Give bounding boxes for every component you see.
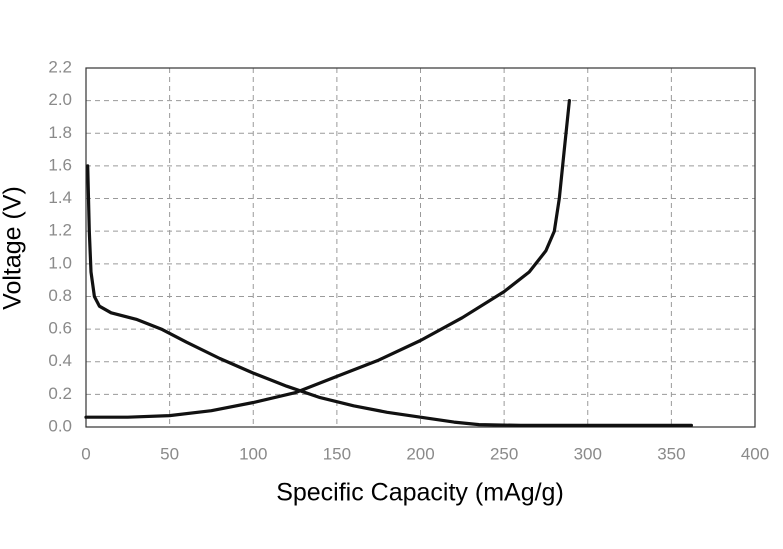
y-tick-label: 1.6 bbox=[48, 155, 72, 174]
x-tick-label: 100 bbox=[239, 444, 267, 463]
x-tick-label: 350 bbox=[657, 444, 685, 463]
y-tick-label: 0.8 bbox=[48, 286, 72, 305]
y-tick-label: 0.2 bbox=[48, 384, 72, 403]
x-tick-label: 50 bbox=[160, 444, 179, 463]
x-axis-title: Specific Capacity (mAg/g) bbox=[276, 479, 564, 507]
y-tick-label: 1.2 bbox=[48, 221, 72, 240]
x-tick-label: 400 bbox=[741, 444, 769, 463]
x-tick-label: 0 bbox=[81, 444, 90, 463]
y-tick-label: 0.4 bbox=[48, 351, 72, 370]
y-tick-label: 1.8 bbox=[48, 123, 72, 142]
curve bbox=[86, 164, 693, 427]
plot-border bbox=[85, 67, 756, 428]
x-tick-label: 300 bbox=[574, 444, 602, 463]
y-axis-title: Voltage (V) bbox=[0, 186, 27, 310]
y-tick-label: 0.6 bbox=[48, 319, 72, 338]
x-tick-label: 150 bbox=[323, 444, 351, 463]
x-tick-label: 250 bbox=[490, 444, 518, 463]
y-tick-label: 1.4 bbox=[48, 188, 72, 207]
y-tick-label: 2.0 bbox=[48, 90, 72, 109]
y-tick-label: 1.0 bbox=[48, 253, 72, 272]
curve bbox=[84, 99, 571, 419]
x-tick-label: 200 bbox=[406, 444, 434, 463]
y-tick-label: 2.2 bbox=[48, 57, 72, 76]
y-tick-label: 0.0 bbox=[48, 416, 72, 435]
